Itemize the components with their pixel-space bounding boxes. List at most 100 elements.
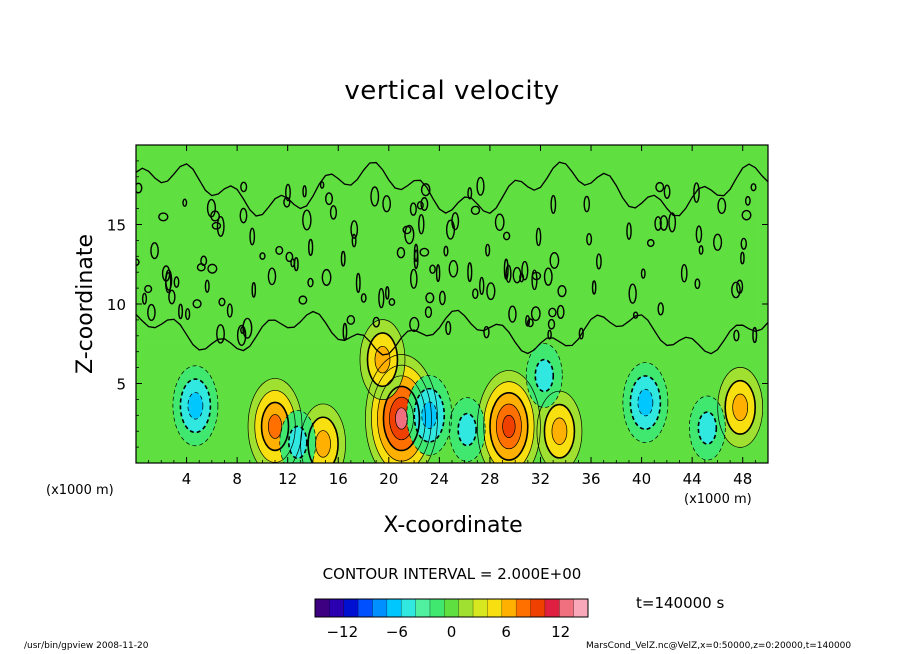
- colorbar: −12 −6 0 6 12: [314, 598, 589, 641]
- contour-loop: [285, 183, 291, 202]
- contour-loop: [535, 227, 542, 247]
- contour-ring: [172, 365, 219, 447]
- x-tick-label: 36: [581, 470, 600, 488]
- contour-ring: [287, 425, 308, 460]
- contour-loop: [396, 247, 406, 259]
- contour-loop: [508, 305, 517, 323]
- contour-loop: [521, 260, 529, 281]
- contour-ring: [421, 401, 438, 429]
- contour-ring: [179, 378, 212, 434]
- contour-loop: [693, 182, 700, 203]
- contour-loop: [204, 279, 210, 293]
- contour-loop: [646, 238, 655, 248]
- contour-ring: [365, 354, 438, 463]
- contour-loop: [200, 255, 208, 267]
- x-tick-label: 8: [232, 470, 242, 488]
- contour-loop: [420, 197, 429, 212]
- colorbar-segment: [516, 599, 531, 617]
- footer-right: MarsCond_VelZ.nc@VelZ,x=0:50000,z=0:2000…: [586, 641, 852, 651]
- contour-loop: [547, 329, 552, 340]
- contour-loop: [547, 318, 556, 330]
- contour-interval-label: CONTOUR INTERVAL = 2.000E+00: [322, 565, 582, 583]
- contour-loop: [346, 315, 356, 325]
- contour-loop: [698, 245, 704, 255]
- colorbar-segment: [429, 599, 445, 617]
- contour-loop: [420, 183, 431, 197]
- contour-loop: [543, 267, 553, 286]
- contour-ring: [732, 393, 749, 422]
- contour-ring: [371, 364, 432, 463]
- y-axis-label: Z-coordinate: [73, 234, 98, 374]
- contour-loop: [416, 201, 424, 210]
- contour-loop: [445, 320, 452, 336]
- contour-ring: [187, 392, 204, 420]
- contour-loop: [435, 264, 441, 283]
- feature-updraft-5: [536, 391, 582, 463]
- contour-loop: [503, 258, 509, 280]
- feature-downdraft-7: [172, 365, 218, 446]
- contour-loop: [655, 181, 665, 193]
- contour-loop: [531, 271, 542, 281]
- contour-loop: [556, 304, 565, 320]
- contour-loop: [752, 326, 758, 344]
- contour-loop: [713, 233, 723, 251]
- contour-loop: [242, 317, 253, 339]
- contour-ring: [483, 381, 535, 463]
- contour-ring: [629, 375, 662, 431]
- colorbar-segment: [386, 599, 402, 617]
- feature-updraft-6: [359, 319, 405, 400]
- contour-loop: [178, 303, 184, 320]
- contour-loop: [530, 306, 541, 322]
- x-tick-label: 24: [430, 470, 449, 488]
- contour-loop: [372, 316, 381, 328]
- y-tick-label: 5: [116, 376, 126, 394]
- y-tick-label: 15: [107, 217, 126, 235]
- contour-loop: [526, 318, 534, 328]
- contour-loop: [502, 231, 511, 241]
- contour-loop: [419, 247, 430, 257]
- contour-loop: [485, 243, 491, 257]
- contour-loop: [168, 289, 176, 305]
- feature-updraft-4: [717, 367, 763, 448]
- contour-loop: [378, 287, 385, 309]
- contour-ring: [457, 412, 477, 447]
- x-tick-label: 44: [683, 470, 702, 488]
- x-tick-label: 12: [278, 470, 297, 488]
- contour-loop: [741, 209, 752, 221]
- contour-loop: [424, 306, 433, 319]
- contour-loop: [207, 263, 218, 274]
- colorbar-tick-label: 6: [501, 623, 511, 641]
- contour-loop: [325, 192, 334, 206]
- contour-loop: [382, 195, 392, 213]
- contour-loop: [182, 198, 188, 207]
- contour-loop: [557, 285, 567, 298]
- feature-downdraft-11: [449, 397, 486, 462]
- contour-loop: [586, 233, 593, 246]
- contour-loop: [355, 272, 361, 294]
- contour-loop: [150, 242, 159, 260]
- contour-loop: [259, 252, 266, 260]
- contour-loop: [302, 185, 307, 198]
- feature-downdraft-13: [526, 343, 563, 408]
- colorbar-segment: [473, 599, 488, 617]
- contour-loop: [680, 264, 688, 283]
- contour-ring: [389, 396, 414, 441]
- colorbar-segment: [372, 599, 388, 617]
- feature-downdraft-9: [622, 362, 668, 443]
- contour-loop: [717, 197, 727, 215]
- x-axis: 4 8 12 16 20 24 28 32 36 40 44 48: [148, 145, 756, 488]
- colorbar-segment: [458, 599, 474, 617]
- contour-ring: [359, 319, 406, 400]
- contour-loop: [249, 227, 256, 246]
- contour-loop: [298, 295, 308, 305]
- x-unit-label-right: (x1000 m): [684, 492, 752, 507]
- x-tick-label: 28: [480, 470, 499, 488]
- contour-loop: [418, 213, 425, 235]
- contour-loop: [275, 245, 284, 255]
- contour-loop: [744, 195, 751, 206]
- contour-loop: [472, 288, 479, 299]
- contour-ring: [307, 416, 339, 463]
- feature-downdraft-12: [689, 396, 726, 461]
- contour-loop: [308, 238, 314, 257]
- contour-loop: [340, 250, 346, 267]
